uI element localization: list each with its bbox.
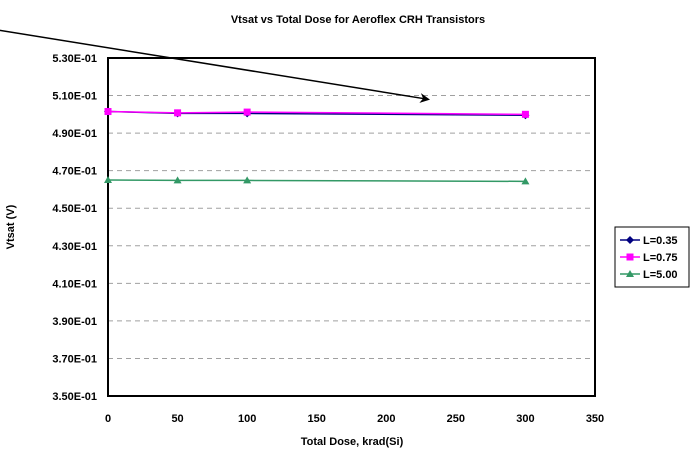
y-tick-label: 3.70E-01	[52, 353, 97, 365]
y-tick-label: 5.30E-01	[52, 53, 97, 65]
x-axis-title: Total Dose, krad(Si)	[301, 436, 404, 448]
y-axis-title: Vtsat (V)	[5, 204, 17, 249]
plot-area	[107, 57, 596, 397]
annotation-arrow	[0, 29, 431, 103]
x-tick-label: 0	[105, 413, 111, 425]
data-point-marker	[243, 176, 252, 184]
x-tick-label: 300	[516, 413, 534, 425]
x-tick-label: 100	[238, 413, 256, 425]
x-tick-label: 50	[171, 413, 183, 425]
legend-label: L=5.00	[643, 269, 678, 281]
y-tick-label: 5.10E-01	[52, 91, 97, 103]
chart-title: Vtsat vs Total Dose for Aeroflex CRH Tra…	[231, 14, 485, 26]
data-point-marker	[173, 176, 182, 184]
x-tick-labels: 0 50 100 150 200 250 300 350	[105, 413, 604, 425]
data-point-marker	[626, 236, 634, 244]
y-tick-labels: 3.50E-01 3.70E-01 3.90E-01 4.10E-01 4.30E-01…	[52, 53, 97, 403]
data-point-marker	[626, 253, 634, 261]
data-point-marker	[174, 109, 182, 117]
legend-item: L=0.35	[620, 235, 678, 247]
legend-item: L=5.00	[620, 269, 678, 281]
x-tick-label: 250	[447, 413, 465, 425]
data-point-marker	[626, 270, 634, 277]
x-tick-label: 200	[377, 413, 395, 425]
y-tick-label: 4.90E-01	[52, 128, 97, 140]
series-line	[107, 110, 526, 116]
y-tick-label: 3.90E-01	[52, 316, 97, 328]
y-tick-label: 4.50E-01	[52, 203, 97, 215]
y-tick-label: 3.50E-01	[52, 391, 97, 403]
legend-label: L=0.75	[643, 252, 678, 264]
y-tick-label: 4.30E-01	[52, 241, 97, 253]
y-tick-label: 4.10E-01	[52, 278, 97, 290]
data-point-marker	[243, 108, 251, 116]
series-layer	[104, 107, 530, 185]
x-tick-label: 150	[308, 413, 326, 425]
data-point-marker	[104, 176, 112, 184]
series-L=5.00	[104, 176, 530, 185]
data-point-marker	[104, 108, 112, 116]
x-tick-label: 350	[586, 413, 604, 425]
series-line	[107, 179, 526, 183]
data-point-marker	[521, 110, 529, 118]
data-point-marker	[521, 177, 530, 185]
legend-label: L=0.35	[643, 235, 678, 247]
series-L=0.75	[104, 108, 529, 118]
grid	[108, 95, 595, 359]
legend: L=0.35 L=0.75 L=5.00	[614, 226, 690, 288]
legend-item: L=0.75	[620, 252, 678, 264]
y-tick-label: 4.70E-01	[52, 166, 97, 178]
